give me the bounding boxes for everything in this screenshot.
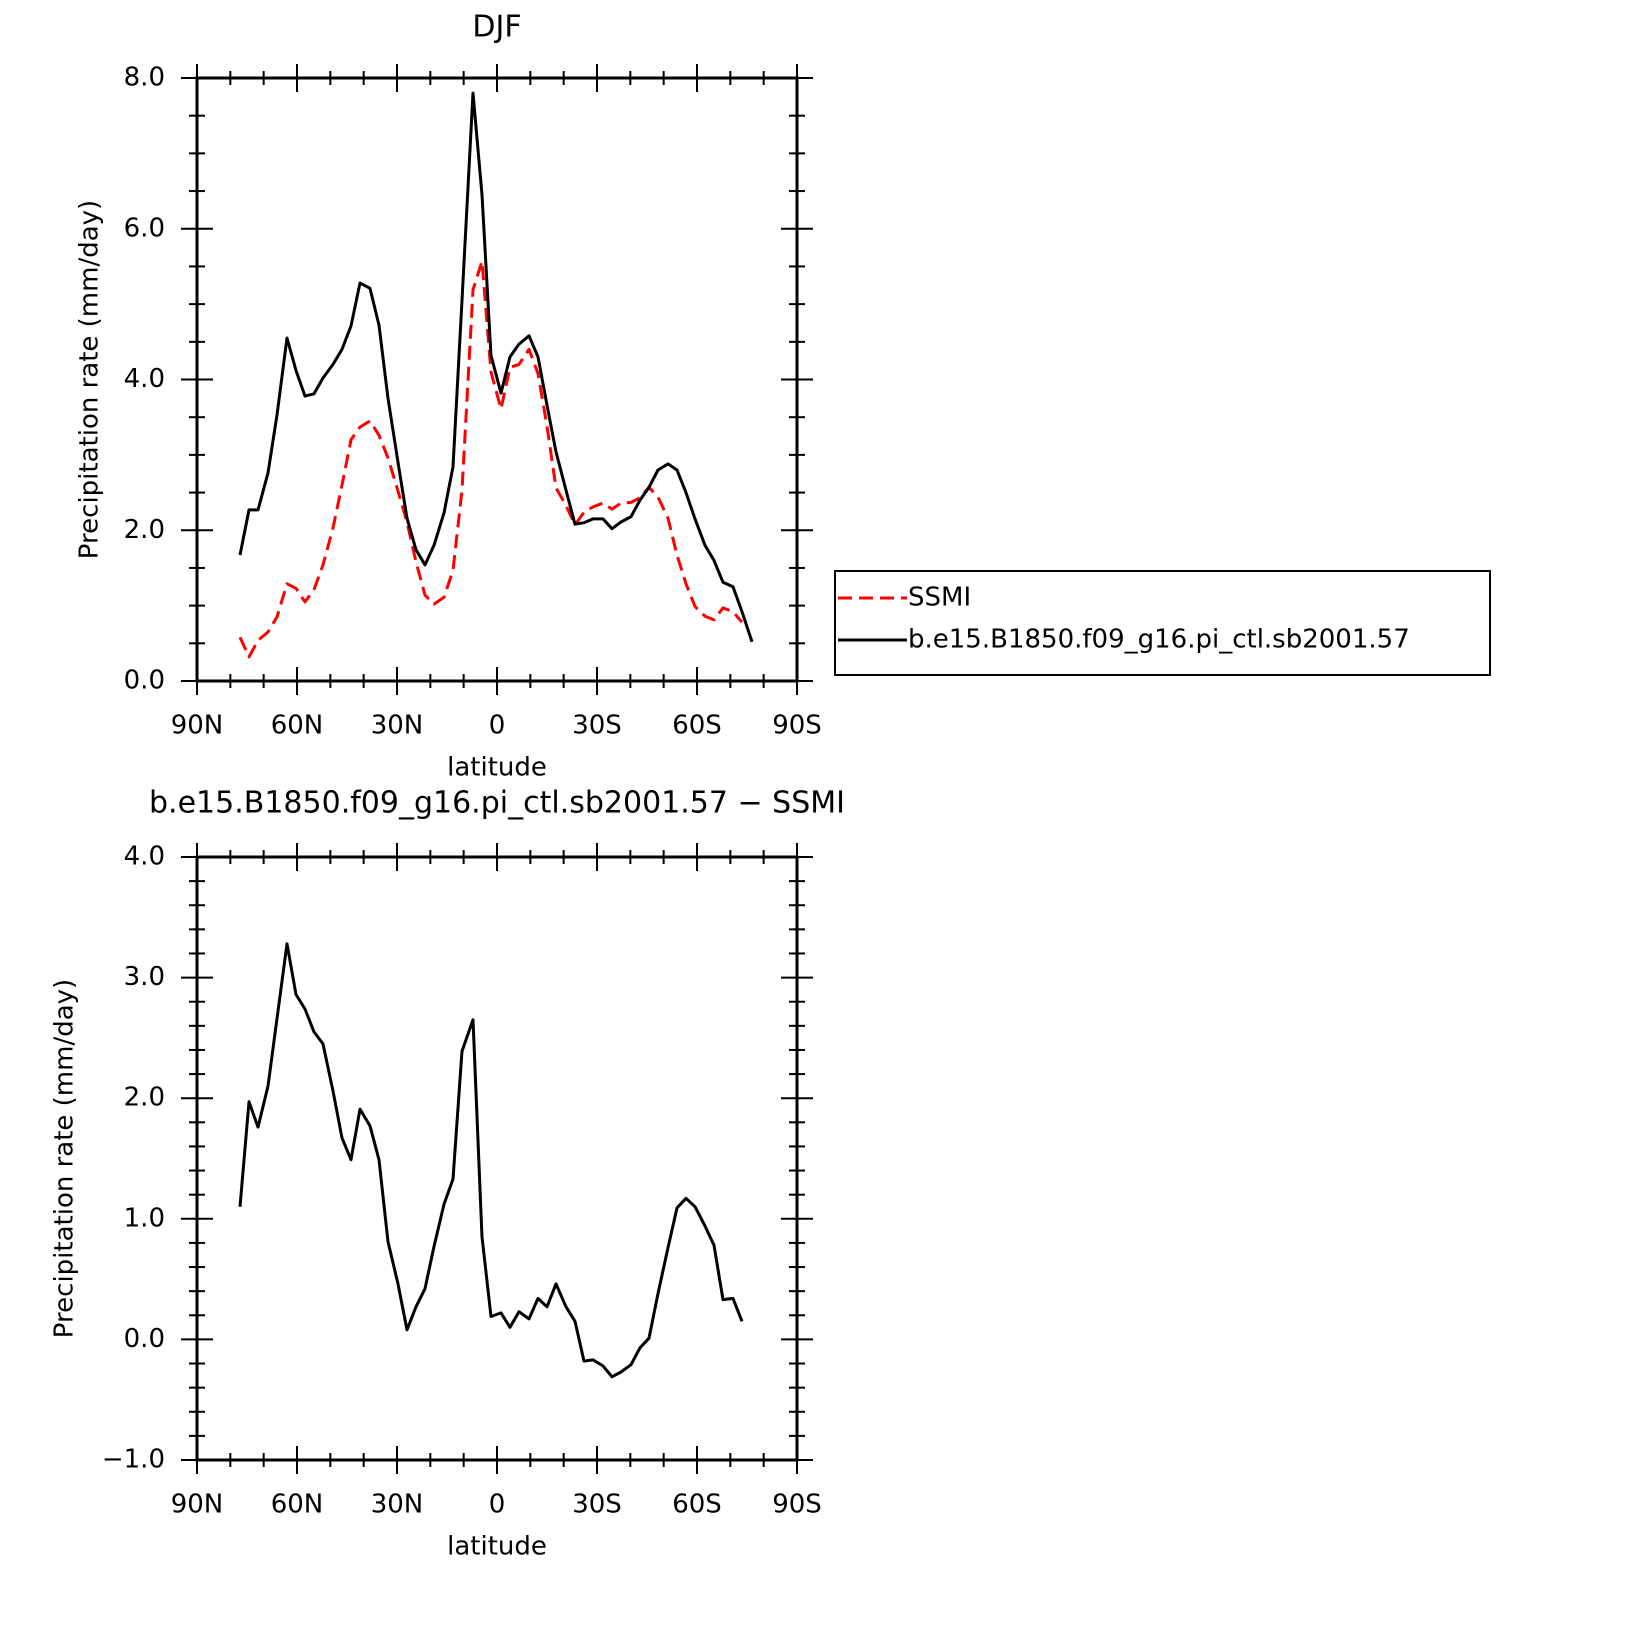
x-tick-label: 60S bbox=[672, 1490, 722, 1520]
legend-box bbox=[834, 570, 1491, 676]
x-tick-label: 0 bbox=[489, 1490, 506, 1520]
x-axis-label: latitude bbox=[447, 753, 547, 783]
y-tick-label: 0.0 bbox=[124, 666, 165, 696]
x-tick-label: 60N bbox=[271, 1490, 324, 1520]
x-axis-label: latitude bbox=[447, 1532, 547, 1562]
x-tick-label: 30S bbox=[572, 711, 622, 741]
y-tick-label: 4.0 bbox=[124, 842, 165, 872]
x-tick-label: 90S bbox=[772, 711, 822, 741]
data-line bbox=[238, 942, 744, 1379]
x-tick-label: 0 bbox=[489, 711, 506, 741]
y-tick-label: 3.0 bbox=[124, 962, 165, 992]
x-tick-label: 30S bbox=[572, 1490, 622, 1520]
y-tick-label: −1.0 bbox=[102, 1445, 165, 1475]
x-tick-label: 60S bbox=[672, 711, 722, 741]
y-tick-label: 1.0 bbox=[124, 1203, 165, 1233]
chart-title: b.e15.B1850.f09_g16.pi_ctl.sb2001.57 − S… bbox=[149, 786, 845, 821]
y-tick-label: 0.0 bbox=[124, 1324, 165, 1354]
x-tick-label: 90S bbox=[772, 1490, 822, 1520]
legend-label: SSMI bbox=[908, 583, 971, 613]
y-axis-label: Precipitation rate (mm/day) bbox=[75, 200, 105, 559]
y-tick-label: 6.0 bbox=[124, 213, 165, 243]
y-tick-label: 2.0 bbox=[124, 515, 165, 545]
data-line bbox=[238, 91, 754, 643]
x-tick-label: 60N bbox=[271, 711, 324, 741]
chart-title: DJF bbox=[472, 10, 521, 45]
x-tick-label: 90N bbox=[171, 1490, 224, 1520]
y-tick-label: 2.0 bbox=[124, 1083, 165, 1113]
data-line bbox=[238, 259, 744, 659]
y-axis-label: Precipitation rate (mm/day) bbox=[50, 979, 80, 1338]
legend-label: b.e15.B1850.f09_g16.pi_ctl.sb2001.57 bbox=[908, 625, 1410, 655]
x-tick-label: 30N bbox=[371, 711, 424, 741]
y-tick-label: 8.0 bbox=[124, 63, 165, 93]
x-tick-label: 90N bbox=[171, 711, 224, 741]
y-tick-label: 4.0 bbox=[124, 364, 165, 394]
x-tick-label: 30N bbox=[371, 1490, 424, 1520]
